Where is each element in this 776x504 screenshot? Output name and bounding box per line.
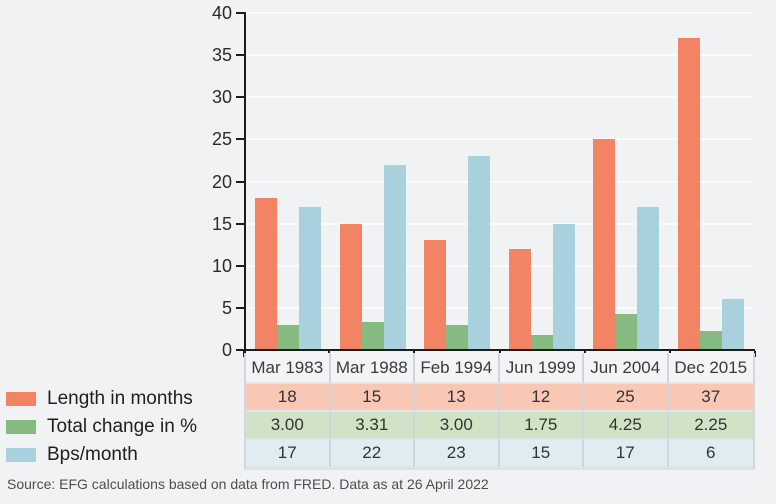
table-header-cell: Dec 2015 (668, 353, 753, 384)
table-cell: 6 (668, 440, 753, 468)
bar-group-mar-1988 (331, 13, 416, 350)
bar-length-in-months (508, 248, 531, 350)
y-axis-label: 40 (211, 3, 232, 23)
y-axis-label: 0 (221, 340, 232, 360)
bar-bps-month (552, 223, 575, 350)
y-axis-tick (236, 180, 244, 183)
table-row-length-in-months: 18 15 13 12 25 37 (246, 384, 753, 412)
table-header-cell: Jun 1999 (499, 353, 584, 384)
source-note: Source: EFG calculations based on data f… (7, 476, 489, 492)
chart-legend: Length in months Total change in % Bps/mon… (6, 385, 197, 469)
y-axis-label: 15 (211, 213, 232, 234)
table-header-row: Mar 1983 Mar 1988 Feb 1994 Jun 1999 Jun 2004… (246, 353, 753, 384)
gridline (246, 264, 753, 267)
gridline (246, 96, 753, 99)
bar-chart-plot (246, 12, 753, 350)
table-cell: 12 (499, 384, 584, 412)
bar-bps-month (721, 299, 744, 350)
gridline (246, 306, 753, 309)
y-axis-label: 5 (221, 297, 232, 318)
bar-total-change-in (361, 322, 384, 350)
bar-group-feb-1994 (415, 13, 500, 350)
table-row-total-change-in: 3.00 3.31 3.00 1.75 4.25 2.25 (246, 412, 753, 440)
table-cell: 2.25 (668, 412, 753, 440)
gridline (246, 222, 753, 225)
bar-length-in-months (424, 240, 447, 350)
gridline (246, 180, 753, 183)
y-axis-line (244, 12, 246, 357)
gridline (246, 54, 753, 57)
y-axis-label: 20 (211, 171, 232, 192)
y-axis-tick (236, 306, 244, 309)
bar-length-in-months (677, 38, 700, 350)
y-axis-tick (236, 96, 244, 99)
table-cell: 3.31 (330, 412, 415, 440)
table-header-cell: Mar 1988 (330, 353, 415, 384)
table-cell: 23 (415, 440, 500, 468)
y-axis-label: 35 (211, 45, 232, 66)
y-axis-tick (236, 349, 244, 351)
bar-bps-month (468, 156, 491, 350)
bar-bps-month (299, 206, 322, 350)
bar-group-jun-2004 (584, 13, 669, 350)
bar-group-dec-2015 (669, 13, 754, 350)
bar-length-in-months (593, 139, 616, 350)
x-axis-line (244, 349, 755, 351)
bar-groups (246, 13, 753, 350)
bar-total-change-in (530, 335, 553, 350)
table-cell: 3.00 (246, 412, 331, 440)
table-cell: 15 (499, 440, 584, 468)
gridline (246, 12, 753, 14)
table-cell: 13 (415, 384, 500, 412)
y-axis-tick (236, 12, 244, 14)
table-cell: 37 (668, 384, 753, 412)
legend-label: Total change in % (47, 416, 197, 437)
bar-length-in-months (339, 223, 362, 350)
legend-swatch-bps-month (6, 448, 36, 462)
bar-total-change-in (446, 324, 469, 350)
legend-swatch-total-change-in (6, 420, 36, 434)
table-cell: 17 (246, 440, 331, 468)
gridline (246, 138, 753, 141)
bar-total-change-in (699, 331, 722, 350)
table-header-cell: Jun 2004 (584, 353, 669, 384)
y-axis-label: 10 (211, 255, 232, 276)
bar-bps-month (637, 206, 660, 350)
table-header-cell: Feb 1994 (415, 353, 500, 384)
bar-bps-month (383, 164, 406, 350)
table-cell: 3.00 (415, 412, 500, 440)
y-axis-label: 30 (211, 87, 232, 108)
table-row-bps-month: 17 22 23 15 17 6 (246, 440, 753, 468)
table-cell: 25 (584, 384, 669, 412)
data-table: Mar 1983 Mar 1988 Feb 1994 Jun 1999 Jun 2004… (244, 353, 755, 470)
table-cell: 17 (584, 440, 669, 468)
bar-length-in-months (255, 198, 278, 350)
table-cell: 22 (330, 440, 415, 468)
bar-total-change-in (615, 314, 638, 350)
table-cell: 15 (330, 384, 415, 412)
legend-label: Bps/month (47, 444, 138, 465)
legend-item-length-in-months: Length in months (6, 385, 197, 413)
bar-total-change-in (277, 324, 300, 350)
table-cell: 18 (246, 384, 331, 412)
table-header-cell: Mar 1983 (246, 353, 331, 384)
y-axis-tick (236, 222, 244, 225)
table-cell: 4.25 (584, 412, 669, 440)
bar-group-mar-1983 (246, 13, 331, 350)
y-axis-tick (236, 138, 244, 141)
y-axis-label: 25 (211, 129, 232, 150)
legend-item-total-change-in: Total change in % (6, 413, 197, 441)
y-axis-tick (236, 54, 244, 57)
bar-group-jun-1999 (500, 13, 585, 350)
table-cell: 1.75 (499, 412, 584, 440)
y-axis-tick (236, 264, 244, 267)
legend-swatch-length-in-months (6, 392, 36, 406)
x-axis-tick (754, 351, 756, 357)
legend-label: Length in months (47, 388, 193, 409)
legend-item-bps-month: Bps/month (6, 441, 197, 469)
